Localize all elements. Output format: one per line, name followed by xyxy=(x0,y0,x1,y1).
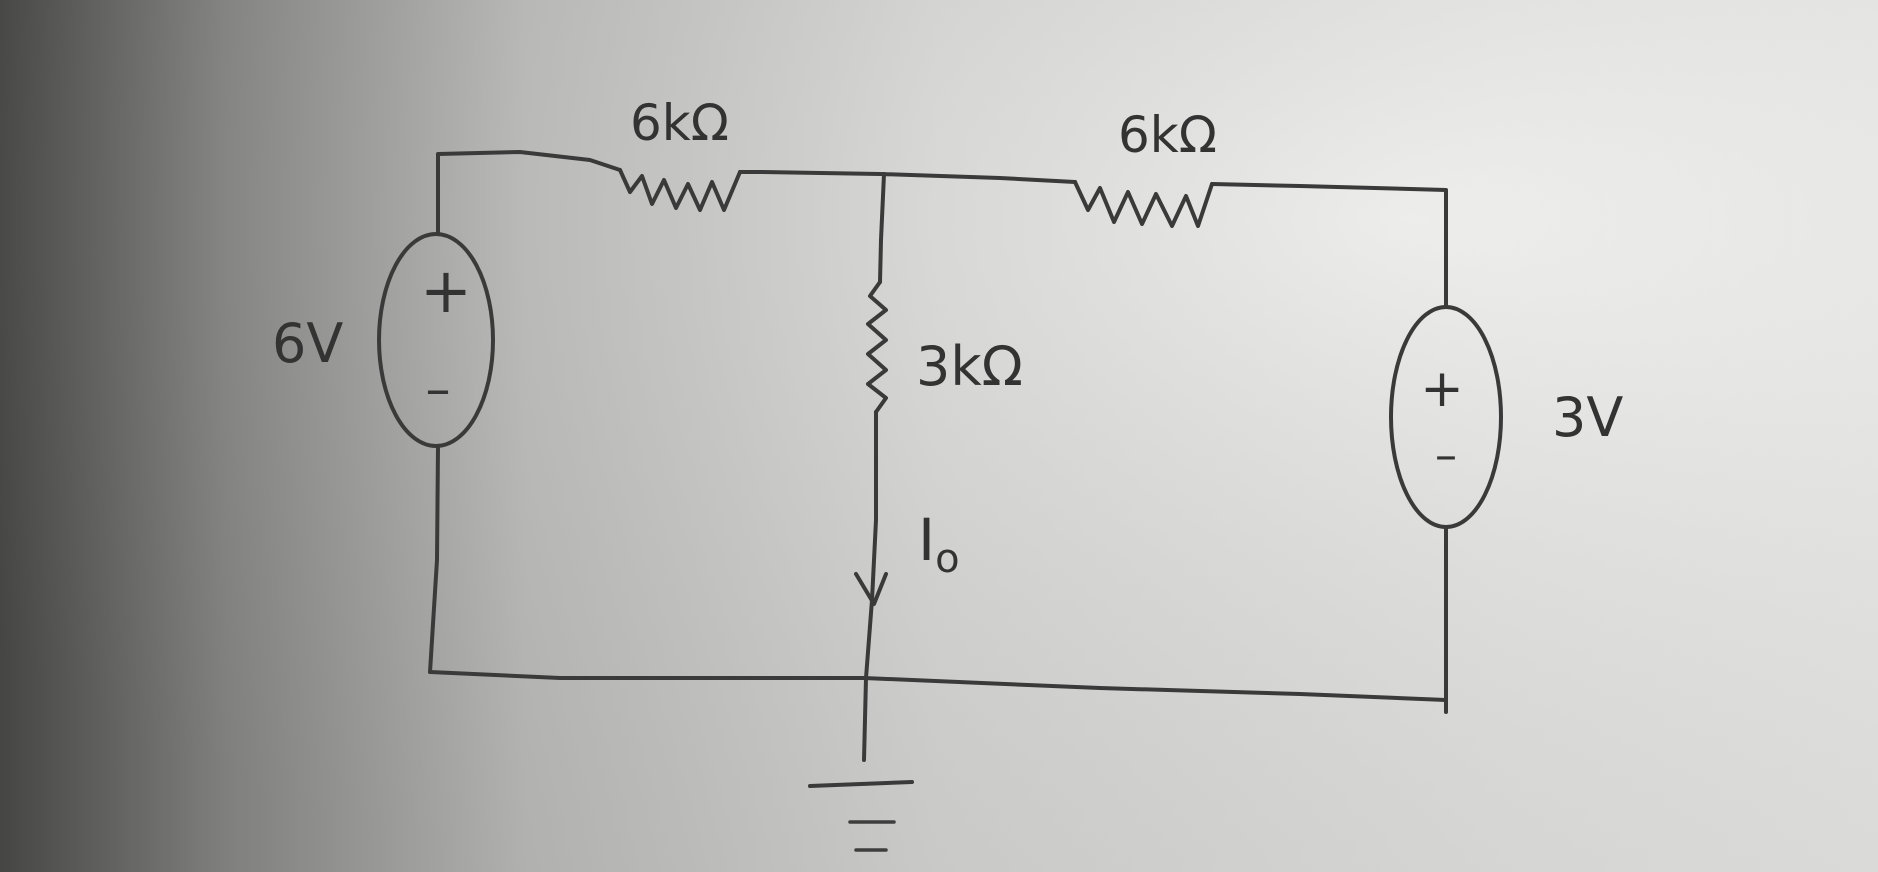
wire-middle-top xyxy=(878,172,886,284)
resistor-middle-zigzag xyxy=(866,280,888,414)
wire-top-middle xyxy=(738,170,1077,184)
wire-top-right xyxy=(1210,182,1448,307)
source-left-circle xyxy=(377,232,495,448)
resistor-top-left-zigzag xyxy=(618,168,742,212)
wire-middle-bottom xyxy=(864,410,878,680)
wire-ground-stem xyxy=(862,676,868,762)
current-label-subscript: o xyxy=(935,536,959,582)
resistor-middle-label: 3kΩ xyxy=(916,335,1023,398)
source-right-circle xyxy=(1389,305,1503,529)
source-left-minus: – xyxy=(426,360,451,418)
wire-bottom xyxy=(428,670,1448,702)
ground-icon-line-1 xyxy=(808,780,914,788)
source-right-minus: – xyxy=(1435,430,1457,481)
source-left-label: 6V xyxy=(272,312,343,375)
wire-top-left xyxy=(436,150,622,234)
current-label-main: I xyxy=(918,506,935,574)
wire-left-bottom xyxy=(428,444,440,674)
current-label: Io xyxy=(918,506,960,582)
source-left-plus: + xyxy=(420,254,472,327)
resistor-top-right-zigzag xyxy=(1073,180,1214,228)
resistor-top-right-label: 6kΩ xyxy=(1118,106,1217,164)
resistor-top-left-label: 6kΩ xyxy=(630,94,729,152)
current-arrow-icon xyxy=(854,572,888,606)
source-right-label: 3V xyxy=(1552,386,1623,449)
source-right-plus: + xyxy=(1420,359,1464,419)
